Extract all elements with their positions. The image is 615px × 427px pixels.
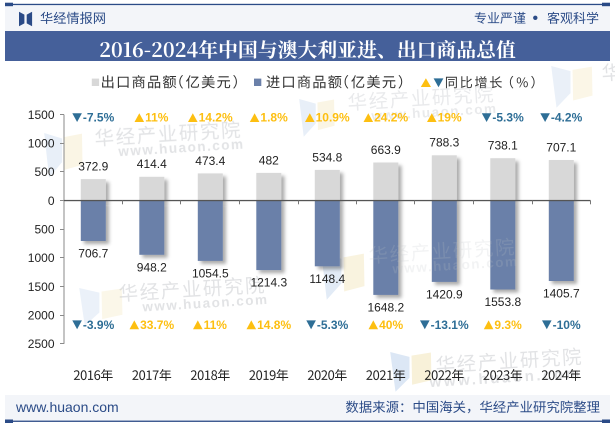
svg-text:1420.9: 1420.9 <box>426 288 463 302</box>
svg-text:948.2: 948.2 <box>137 260 167 274</box>
svg-text:2000: 2000 <box>28 308 55 322</box>
svg-text:1214.3: 1214.3 <box>250 276 287 290</box>
svg-text:663.9: 663.9 <box>371 143 401 157</box>
svg-text:1148.4: 1148.4 <box>309 272 345 286</box>
svg-text:-7.5%: -7.5% <box>83 111 115 125</box>
svg-text:-5.3%: -5.3% <box>492 111 524 125</box>
svg-text:11%: 11% <box>145 111 169 125</box>
svg-text:40%: 40% <box>379 318 403 332</box>
svg-text:1500: 1500 <box>28 108 55 122</box>
svg-text:-4.2%: -4.2% <box>551 111 583 125</box>
svg-text:500: 500 <box>34 165 54 179</box>
svg-text:1553.8: 1553.8 <box>484 295 521 309</box>
svg-text:1000: 1000 <box>28 251 55 265</box>
svg-text:14.8%: 14.8% <box>257 318 291 332</box>
svg-text:2500: 2500 <box>28 337 55 351</box>
svg-text:372.9: 372.9 <box>78 160 108 174</box>
svg-text:788.3: 788.3 <box>429 136 459 150</box>
svg-text:707.1: 707.1 <box>546 140 576 154</box>
svg-text:1000: 1000 <box>28 137 55 151</box>
svg-text:0: 0 <box>48 194 55 208</box>
svg-text:www.huaon.com: www.huaon.com <box>15 399 119 415</box>
svg-text:1648.2: 1648.2 <box>367 301 404 315</box>
svg-text:706.7: 706.7 <box>78 247 108 261</box>
svg-text:11%: 11% <box>204 318 228 332</box>
svg-text:-3.9%: -3.9% <box>83 318 115 332</box>
svg-text:1405.7: 1405.7 <box>543 287 580 301</box>
svg-text:19%: 19% <box>438 111 462 125</box>
svg-text:1054.5: 1054.5 <box>192 267 229 281</box>
svg-text:534.8: 534.8 <box>312 150 342 164</box>
svg-text:33.7%: 33.7% <box>140 318 174 332</box>
svg-text:738.1: 738.1 <box>488 139 518 153</box>
svg-text:10.9%: 10.9% <box>316 111 350 125</box>
svg-text:500: 500 <box>34 223 54 237</box>
svg-text:-10%: -10% <box>553 318 581 332</box>
svg-text:473.4: 473.4 <box>195 154 225 168</box>
svg-text:-5.3%: -5.3% <box>317 318 349 332</box>
svg-text:1.8%: 1.8% <box>260 111 288 125</box>
svg-text:482: 482 <box>259 153 279 167</box>
svg-text:14.2%: 14.2% <box>199 111 233 125</box>
svg-text:414.4: 414.4 <box>137 157 167 171</box>
svg-text:1500: 1500 <box>28 280 55 294</box>
svg-text:-13.1%: -13.1% <box>431 318 469 332</box>
svg-text:9.3%: 9.3% <box>494 318 522 332</box>
svg-text:24.2%: 24.2% <box>374 111 408 125</box>
